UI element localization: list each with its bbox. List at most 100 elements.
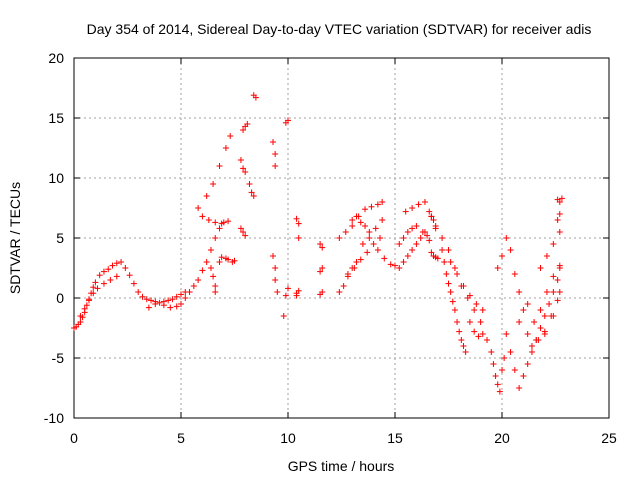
- data-point: [218, 254, 225, 261]
- data-point: [210, 181, 217, 187]
- data-point: [190, 283, 197, 289]
- data-point: [550, 289, 557, 295]
- x-axis-label: GPS time / hours: [288, 458, 395, 474]
- y-tick-label: 15: [48, 110, 64, 126]
- y-tick-label: 20: [48, 50, 64, 66]
- data-point: [139, 293, 146, 300]
- data-point: [377, 235, 384, 241]
- data-point: [81, 305, 88, 312]
- data-point: [443, 271, 450, 277]
- data-point: [516, 289, 523, 295]
- data-point: [225, 256, 232, 263]
- data-point: [556, 199, 563, 205]
- data-point: [494, 381, 501, 388]
- data-point: [417, 235, 424, 241]
- data-point: [454, 271, 461, 277]
- data-point: [428, 249, 435, 256]
- data-point: [558, 195, 565, 202]
- data-point: [317, 241, 324, 247]
- y-axis-label: SDTVAR / TECUs: [7, 182, 23, 294]
- data-point: [413, 241, 420, 247]
- data-point: [379, 217, 386, 223]
- y-tick-label: 10: [48, 170, 64, 186]
- data-point: [528, 349, 535, 355]
- data-point: [342, 229, 349, 235]
- data-point: [349, 217, 356, 223]
- data-point: [252, 94, 259, 101]
- data-point: [178, 301, 184, 307]
- data-point: [169, 296, 176, 303]
- data-point: [556, 211, 563, 217]
- data-point: [492, 373, 499, 379]
- y-tick-label: 0: [56, 290, 64, 306]
- data-point: [409, 247, 416, 253]
- data-point: [274, 289, 281, 295]
- data-point: [135, 289, 142, 295]
- data-point: [499, 253, 505, 259]
- data-point: [511, 367, 518, 373]
- data-point: [240, 229, 247, 235]
- data-point: [96, 272, 103, 279]
- x-tick-label: 15: [387, 430, 403, 446]
- data-point: [173, 303, 180, 310]
- data-point: [520, 307, 527, 313]
- data-point: [451, 307, 458, 313]
- data-point: [270, 139, 277, 145]
- data-point: [295, 220, 302, 227]
- data-point: [182, 295, 189, 301]
- data-point: [548, 313, 555, 319]
- data-point: [336, 235, 343, 241]
- data-point: [507, 247, 514, 253]
- data-point: [270, 253, 277, 259]
- data-point: [353, 213, 360, 220]
- data-point: [109, 262, 116, 269]
- data-point: [546, 301, 553, 307]
- data-point: [426, 208, 433, 215]
- data-point: [212, 283, 219, 289]
- data-point: [432, 223, 439, 229]
- data-point: [349, 223, 356, 229]
- data-point: [543, 253, 550, 259]
- data-point: [227, 133, 234, 139]
- data-point: [387, 261, 394, 268]
- data-point: [381, 255, 388, 262]
- data-point: [282, 292, 289, 299]
- data-point: [207, 265, 214, 271]
- data-point: [340, 283, 347, 289]
- data-point: [280, 313, 287, 319]
- data-point: [113, 273, 120, 280]
- data-point: [195, 277, 202, 283]
- data-point: [167, 304, 174, 311]
- data-point: [554, 277, 561, 283]
- data-point: [178, 291, 184, 298]
- data-point: [556, 262, 563, 269]
- data-point: [107, 277, 114, 283]
- data-point: [441, 259, 448, 265]
- data-point: [516, 385, 523, 391]
- data-point: [366, 235, 373, 241]
- data-point: [362, 223, 369, 229]
- data-point: [507, 349, 514, 355]
- data-point: [295, 235, 302, 241]
- data-point: [541, 328, 548, 335]
- data-point: [550, 241, 557, 247]
- data-point: [499, 367, 505, 373]
- data-point: [503, 235, 510, 241]
- data-point: [372, 225, 379, 232]
- data-point: [447, 289, 454, 295]
- data-point: [225, 218, 232, 225]
- data-point: [203, 259, 210, 265]
- data-point: [404, 253, 411, 259]
- data-point: [409, 225, 416, 232]
- data-point: [449, 298, 456, 305]
- data-point: [537, 307, 544, 313]
- data-point: [392, 262, 398, 269]
- data-point: [100, 280, 107, 287]
- data-point: [473, 301, 480, 307]
- data-point: [503, 331, 510, 337]
- data-point: [85, 297, 92, 304]
- data-point: [237, 225, 244, 232]
- x-tick-label: 0: [70, 430, 78, 446]
- data-point: [272, 265, 279, 271]
- data-point: [402, 208, 409, 215]
